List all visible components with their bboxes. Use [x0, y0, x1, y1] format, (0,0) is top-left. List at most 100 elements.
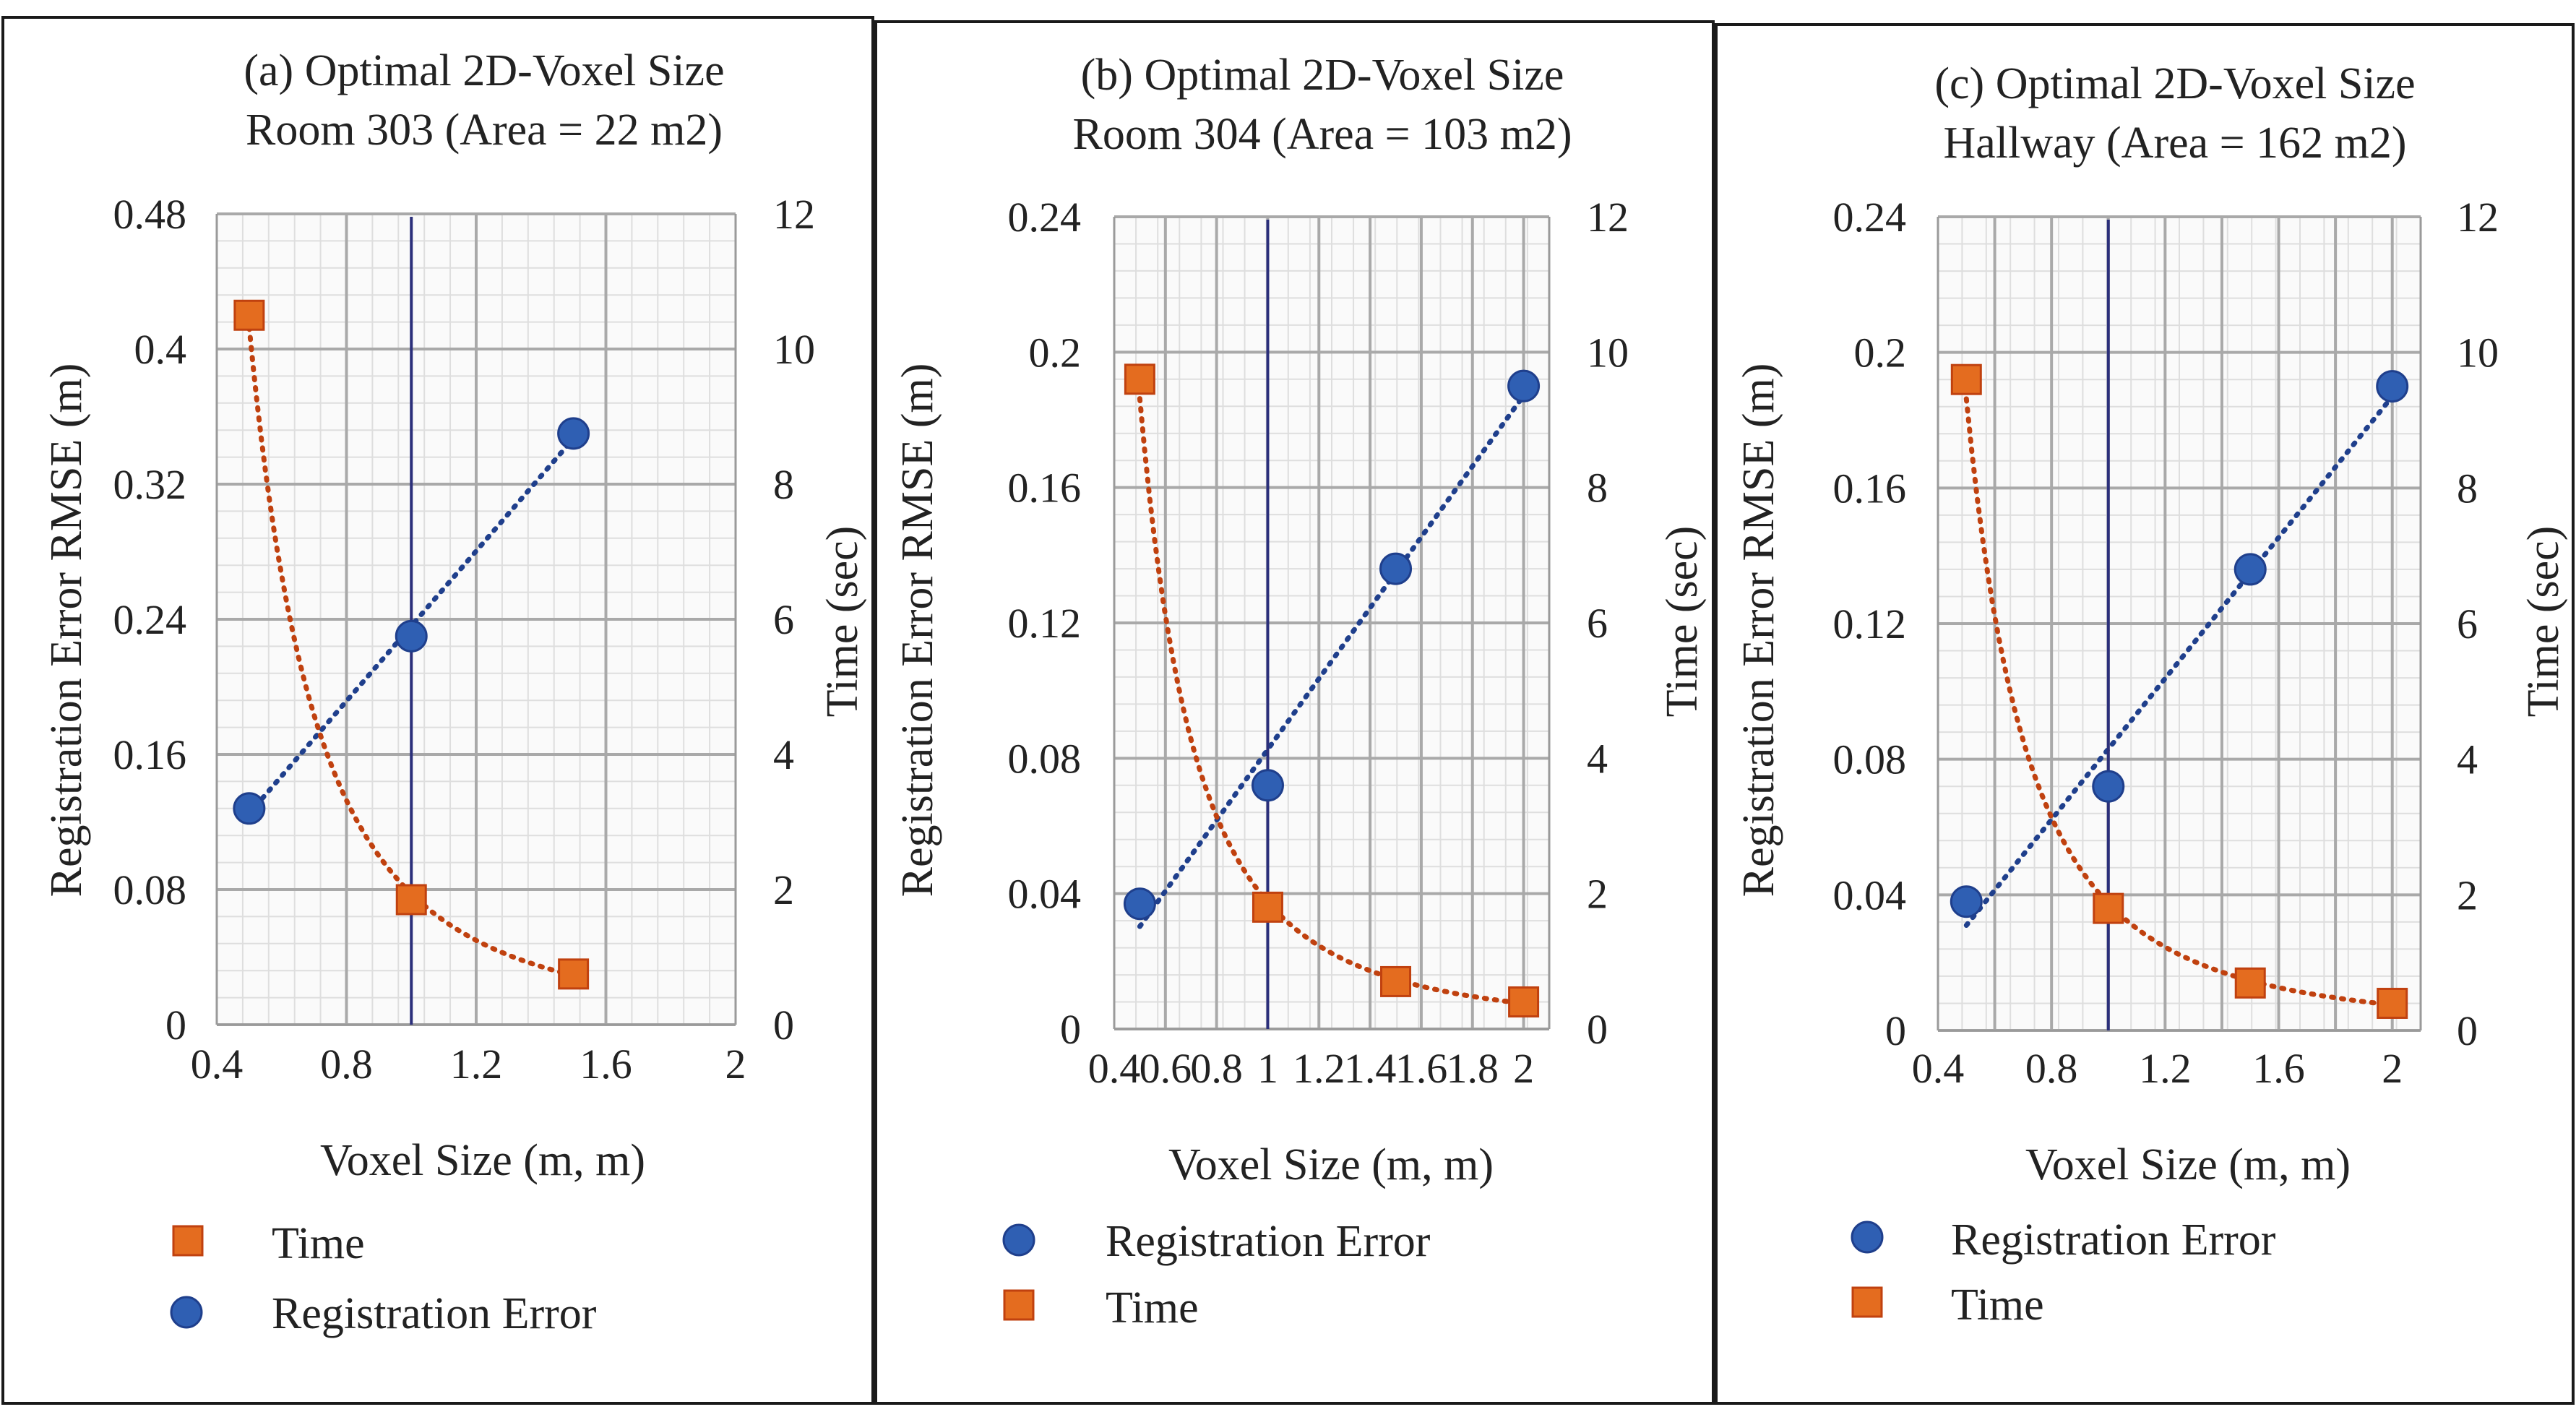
x-tick-label: 0.4	[1912, 1045, 1965, 1092]
registration-error-point	[557, 417, 590, 450]
panel-b-y-axis-label-left: Registration Error RMSE (m)	[893, 363, 942, 897]
panel-c-y-axis-label-right: Time (sec)	[2519, 526, 2568, 718]
panel-a-y-axis-label-left: Registration Error RMSE (m)	[42, 363, 91, 897]
x-tick-label: 1.6	[580, 1041, 632, 1088]
y-tick-label-right: 10	[1587, 329, 1629, 376]
panel-c-y-axis-label-left: Registration Error RMSE (m)	[1734, 363, 1783, 897]
panel-a-legend: Time Registration Error	[170, 1219, 597, 1338]
time-trendline	[1137, 396, 1527, 1007]
panel-b-x-axis-label: Voxel Size (m, m)	[1168, 1140, 1494, 1189]
x-tick-label: 2	[725, 1041, 746, 1088]
legend-time-marker	[172, 1225, 204, 1257]
x-tick-label: 1.8	[1447, 1045, 1499, 1092]
y-tick-label-right: 8	[1587, 465, 1608, 512]
y-tick-label-right: 2	[1587, 871, 1608, 918]
y-tick-label-right: 10	[2457, 330, 2499, 376]
y-tick-label-right: 10	[773, 326, 815, 373]
panel-c-title-line2: Hallway (Area = 162 m2)	[1944, 119, 2407, 168]
registration-error-point	[395, 619, 428, 653]
y-tick-label-left: 0.04	[1833, 871, 1907, 918]
panel-b-plot: 00.040.080.120.160.20.240246810120.40.60…	[1008, 194, 1629, 1092]
x-tick-label: 1.6	[1395, 1045, 1448, 1092]
registration-error-point	[233, 792, 266, 825]
y-tick-label-left: 0.16	[1008, 465, 1082, 512]
y-tick-label-left: 0.16	[113, 731, 187, 778]
x-tick-label: 1.2	[450, 1041, 503, 1088]
time-trendline	[1963, 396, 2395, 1008]
time-point	[233, 299, 265, 331]
x-tick-label: 2	[2382, 1045, 2403, 1092]
legend-registration-error-label: Registration Error	[1951, 1215, 2276, 1265]
y-tick-label-left: 0	[165, 1002, 186, 1049]
panel-b-title-line2: Room 304 (Area = 103 m2)	[1072, 110, 1572, 159]
x-tick-label: 2	[1513, 1045, 1534, 1092]
x-tick-label: 1.6	[2252, 1045, 2305, 1092]
x-tick-label: 0.4	[191, 1041, 244, 1088]
y-tick-label-left: 0.12	[1833, 600, 1907, 647]
x-tick-label: 0.6	[1140, 1045, 1192, 1092]
y-tick-label-left: 0.48	[113, 191, 187, 238]
y-tick-label-right: 4	[1587, 735, 1608, 782]
y-tick-label-left: 0.08	[1008, 735, 1082, 782]
registration-error-point	[1123, 887, 1156, 921]
y-tick-label-left: 0.24	[1833, 194, 1907, 241]
panel-c-title-line1: (c) Optimal 2D-Voxel Size	[1934, 59, 2415, 108]
y-tick-label-left: 0	[1885, 1007, 1906, 1054]
time-point	[2377, 987, 2408, 1019]
panel-c-plot: 0 0.04 0.08 0.12 0.16 0.2 0.24 0 2 4 6 8 10 12 0.4 0.8 1…	[1833, 194, 2499, 1092]
y-tick-label-left: 0.12	[1008, 600, 1082, 647]
registration-error-trendline	[1137, 392, 1527, 929]
registration-error-point	[1251, 769, 1284, 802]
time-point	[1124, 363, 1155, 395]
legend-registration-error-marker	[170, 1296, 203, 1329]
registration-error-point	[2376, 370, 2409, 403]
registration-error-point	[1507, 369, 1541, 402]
time-point	[1380, 965, 1412, 997]
registration-error-point	[1379, 552, 1413, 585]
y-tick-label-left: 0.08	[1833, 736, 1907, 783]
y-tick-label-left: 0.16	[1833, 465, 1907, 512]
legend-registration-error-label: Registration Error	[1106, 1217, 1431, 1266]
panel-b: (b) Optimal 2D-Voxel Size Room 304 (Area…	[874, 20, 1715, 1405]
panel-c: (c) Optimal 2D-Voxel Size Hallway (Area …	[1715, 23, 2575, 1405]
panel-b-title-line1: (b) Optimal 2D-Voxel Size	[1081, 51, 1564, 100]
registration-error-point	[1950, 885, 1983, 918]
panel-a-x-axis-label: Voxel Size (m, m)	[320, 1136, 645, 1185]
y-tick-label-left: 0.08	[113, 866, 187, 913]
panel-c-legend: Registration Error Time	[1851, 1215, 2276, 1330]
x-tick-label: 1.4	[1344, 1045, 1397, 1092]
panel-a-title-line1: (a) Optimal 2D-Voxel Size	[244, 46, 724, 95]
time-point	[1950, 363, 1982, 395]
time-point	[395, 884, 427, 916]
y-tick-label-left: 0.04	[1008, 871, 1082, 918]
legend-time-marker	[1003, 1289, 1035, 1321]
y-tick-label-left: 0.24	[1008, 194, 1082, 241]
legend-time-label: Time	[272, 1219, 365, 1268]
y-tick-label-right: 2	[2457, 871, 2478, 918]
panel-a-y-axis-label-right: Time (sec)	[818, 526, 867, 718]
y-tick-label-left: 0.2	[1854, 330, 1907, 376]
registration-error-trendline	[1963, 394, 2395, 929]
y-tick-label-right: 4	[2457, 736, 2478, 783]
y-tick-label-right: 12	[1587, 194, 1629, 241]
y-tick-label-right: 6	[2457, 600, 2478, 647]
panel-a: (a) Optimal 2D-Voxel Size Room 303 (Area…	[1, 16, 874, 1405]
x-tick-label: 1	[1257, 1045, 1278, 1092]
y-tick-label-right: 8	[2457, 465, 2478, 512]
y-tick-label-right: 0	[1587, 1006, 1608, 1053]
x-tick-label: 0.8	[1190, 1045, 1243, 1092]
x-tick-label: 0.8	[2025, 1045, 2078, 1092]
panel-c-x-axis-label: Voxel Size (m, m)	[2025, 1140, 2351, 1189]
time-point	[1508, 986, 1540, 1018]
time-point	[1252, 891, 1283, 923]
x-tick-label: 1.2	[1293, 1045, 1345, 1092]
y-tick-label-right: 0	[773, 1002, 794, 1049]
legend-registration-error-marker	[1002, 1223, 1035, 1257]
y-tick-label-right: 12	[2457, 194, 2499, 241]
y-tick-label-left: 0	[1060, 1006, 1081, 1053]
legend-registration-error-label: Registration Error	[272, 1289, 597, 1338]
y-tick-label-right: 2	[773, 866, 794, 913]
time-point	[558, 958, 590, 990]
